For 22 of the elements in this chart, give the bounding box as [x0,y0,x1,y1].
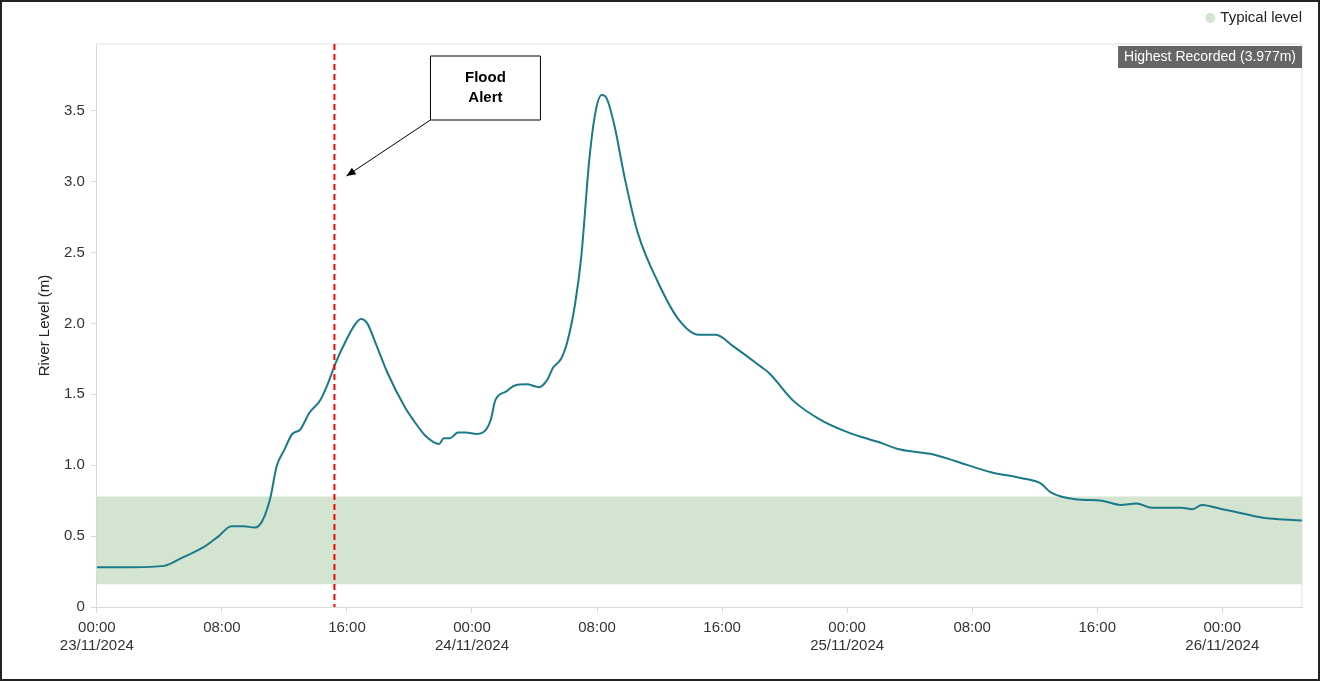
x-tick-label: 00:00 24/11/2024 [435,618,509,654]
y-tick-label: 3.0 [63,171,85,189]
annotation: Highest Recorded (3.977m) [1124,47,1297,64]
x-tick-label: 00:00 26/11/2024 [1185,618,1260,654]
x-tick-label: 08:00 [578,618,616,636]
y-tick-label: 1.0 [63,455,85,473]
y-axis-title: River Level (m) [35,274,53,377]
x-tick-label: 00:00 23/11/2024 [59,618,134,654]
y-tick-label: 0 [76,597,85,615]
x-tick-label: 16:00 [703,618,741,636]
legend-label: Typical level [1220,8,1302,26]
y-tick-label: 2.0 [63,313,85,331]
x-tick-label: 08:00 [953,618,991,636]
y-tick-label: 0.5 [63,526,85,544]
x-tick-label: 00:00 25/11/2024 [810,618,885,654]
x-tick-label: 16:00 [1078,618,1117,636]
y-tick-label: 1.5 [63,384,85,402]
x-tick-label: 16:00 [328,618,366,636]
y-tick-label: 3.5 [63,100,85,118]
y-tick-label: 2.5 [63,242,85,260]
annotation: Flood Alert [465,68,506,106]
x-tick-label: 08:00 [203,618,241,636]
